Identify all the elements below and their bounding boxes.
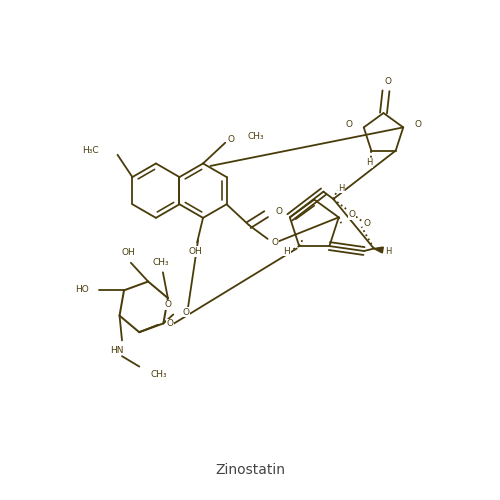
Text: O: O — [228, 135, 235, 144]
Text: CH₃: CH₃ — [150, 370, 167, 380]
Text: O: O — [385, 78, 392, 86]
Text: OH: OH — [122, 248, 136, 258]
Text: O: O — [346, 120, 353, 130]
Text: HN: HN — [110, 346, 124, 355]
Text: H: H — [366, 158, 372, 168]
Text: CH₃: CH₃ — [248, 132, 264, 141]
Text: H₃C: H₃C — [82, 146, 99, 156]
Text: O: O — [414, 120, 421, 130]
Text: O: O — [182, 308, 189, 316]
Text: O: O — [272, 238, 278, 248]
Polygon shape — [374, 247, 384, 253]
Text: O: O — [166, 320, 173, 328]
Text: O: O — [364, 220, 371, 228]
Text: O: O — [275, 207, 282, 216]
Text: OH: OH — [188, 247, 202, 256]
Text: CH₃: CH₃ — [152, 258, 169, 267]
Text: H: H — [385, 246, 391, 256]
Text: H: H — [284, 246, 290, 256]
Text: HO: HO — [74, 285, 88, 294]
Text: H: H — [338, 184, 344, 192]
Text: O: O — [164, 300, 172, 310]
Text: O: O — [348, 210, 356, 220]
Text: Zinostatin: Zinostatin — [215, 463, 285, 477]
